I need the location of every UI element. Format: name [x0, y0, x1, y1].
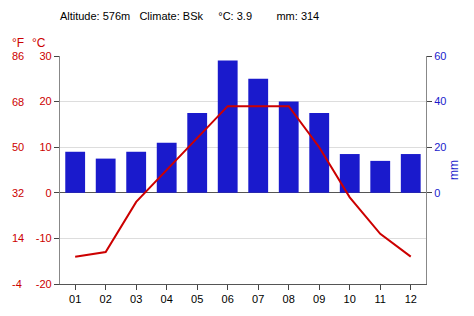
svg-text:10: 10 — [344, 293, 356, 305]
svg-text:68: 68 — [12, 96, 24, 108]
svg-text:12: 12 — [405, 293, 417, 305]
svg-text:11: 11 — [375, 293, 386, 305]
svg-text:04: 04 — [161, 293, 173, 305]
svg-text:20: 20 — [39, 95, 51, 107]
svg-text:01: 01 — [69, 293, 81, 305]
svg-text:06: 06 — [222, 293, 234, 305]
svg-text:30: 30 — [39, 50, 51, 62]
svg-text:32: 32 — [12, 187, 24, 199]
svg-text:20: 20 — [434, 141, 446, 153]
svg-text:09: 09 — [313, 293, 325, 305]
svg-text:50: 50 — [12, 141, 24, 153]
svg-text:86: 86 — [12, 50, 24, 62]
svg-text:10: 10 — [39, 141, 51, 153]
svg-text:05: 05 — [191, 293, 203, 305]
svg-text:°F: °F — [12, 36, 24, 50]
svg-text:02: 02 — [100, 293, 112, 305]
svg-text:0: 0 — [46, 187, 52, 199]
svg-text:60: 60 — [434, 50, 446, 62]
svg-text:40: 40 — [434, 95, 446, 107]
svg-text:03: 03 — [130, 293, 142, 305]
svg-text:mm: mm — [447, 160, 461, 180]
svg-text:-20: -20 — [36, 278, 52, 290]
svg-text:07: 07 — [252, 293, 264, 305]
svg-text:14: 14 — [12, 232, 24, 244]
svg-text:0: 0 — [434, 187, 440, 199]
svg-text:-10: -10 — [36, 232, 52, 244]
svg-text:Altitude: 576m Climate: BSk: Altitude: 576m Climate: BSk °C: 3.9 mm: … — [60, 10, 319, 22]
svg-text:-4: -4 — [12, 278, 22, 290]
svg-text:°C: °C — [32, 36, 46, 50]
svg-text:08: 08 — [283, 293, 295, 305]
